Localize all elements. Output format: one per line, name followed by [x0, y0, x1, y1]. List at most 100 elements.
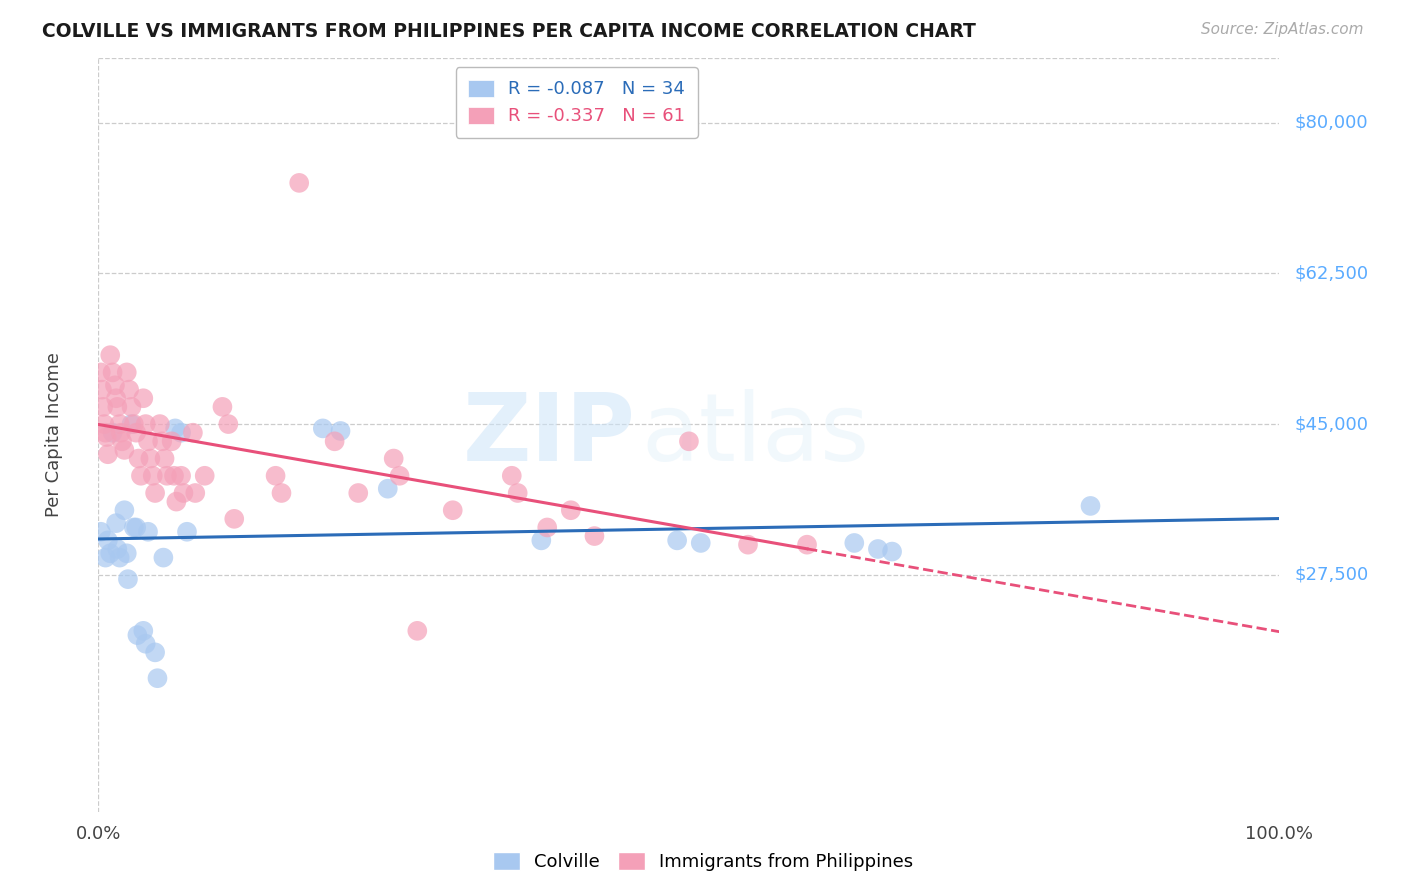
- Text: $80,000: $80,000: [1295, 113, 1368, 132]
- Point: [122, 417, 145, 431]
- Point: [163, 468, 186, 483]
- Point: [181, 425, 204, 440]
- Point: [441, 503, 464, 517]
- Point: [98, 546, 121, 560]
- Point: [104, 378, 127, 392]
- Point: [146, 671, 169, 685]
- Point: [121, 400, 143, 414]
- Text: atlas: atlas: [641, 389, 870, 481]
- Point: [93, 417, 115, 431]
- Point: [91, 400, 114, 414]
- Point: [224, 512, 246, 526]
- Text: ZIP: ZIP: [463, 389, 636, 481]
- Point: [184, 486, 207, 500]
- Point: [583, 529, 606, 543]
- Legend: R = -0.087   N = 34, R = -0.337   N = 61: R = -0.087 N = 34, R = -0.337 N = 61: [456, 67, 697, 138]
- Point: [143, 645, 166, 659]
- Point: [160, 434, 183, 449]
- Point: [111, 434, 134, 449]
- Point: [560, 503, 582, 517]
- Point: [172, 486, 194, 500]
- Point: [142, 468, 165, 483]
- Point: [264, 468, 287, 483]
- Point: [125, 425, 148, 440]
- Point: [97, 533, 120, 548]
- Point: [170, 425, 193, 440]
- Point: [112, 503, 135, 517]
- Point: [105, 541, 128, 556]
- Point: [270, 486, 292, 500]
- Point: [165, 421, 187, 435]
- Point: [150, 434, 173, 449]
- Point: [194, 468, 217, 483]
- Point: [329, 424, 352, 438]
- Point: [122, 520, 145, 534]
- Point: [176, 524, 198, 539]
- Text: COLVILLE VS IMMIGRANTS FROM PHILIPPINES PER CAPITA INCOME CORRELATION CHART: COLVILLE VS IMMIGRANTS FROM PHILIPPINES …: [42, 22, 976, 41]
- Point: [149, 417, 172, 431]
- Point: [136, 524, 159, 539]
- Point: [388, 468, 411, 483]
- Point: [666, 533, 689, 548]
- Point: [501, 468, 523, 483]
- Point: [165, 494, 187, 508]
- Point: [288, 176, 311, 190]
- Point: [866, 541, 889, 556]
- Point: [101, 425, 124, 440]
- Point: [211, 400, 233, 414]
- Text: $27,500: $27,500: [1295, 566, 1369, 584]
- Point: [127, 628, 149, 642]
- Point: [506, 486, 529, 500]
- Point: [530, 533, 553, 548]
- Point: [217, 417, 239, 431]
- Point: [101, 365, 124, 379]
- Point: [153, 451, 176, 466]
- Point: [105, 391, 128, 405]
- Text: $62,500: $62,500: [1295, 264, 1369, 283]
- Point: [406, 624, 429, 638]
- Point: [90, 524, 112, 539]
- Point: [115, 546, 138, 560]
- Point: [347, 486, 370, 500]
- Point: [1080, 499, 1102, 513]
- Point: [115, 365, 138, 379]
- Point: [689, 536, 711, 550]
- Point: [678, 434, 700, 449]
- Point: [796, 538, 818, 552]
- Point: [377, 482, 399, 496]
- Point: [112, 442, 135, 457]
- Point: [132, 624, 155, 638]
- Point: [129, 468, 152, 483]
- Point: [880, 544, 903, 558]
- Point: [94, 550, 117, 565]
- Point: [108, 550, 131, 565]
- Point: [152, 550, 174, 565]
- Point: [132, 391, 155, 405]
- Point: [156, 468, 179, 483]
- Point: [97, 447, 120, 461]
- Point: [121, 417, 143, 431]
- Point: [125, 520, 148, 534]
- Point: [139, 451, 162, 466]
- Point: [117, 572, 139, 586]
- Point: [170, 468, 193, 483]
- Point: [105, 400, 128, 414]
- Point: [105, 516, 128, 530]
- Point: [110, 425, 132, 440]
- Point: [94, 425, 117, 440]
- Point: [136, 434, 159, 449]
- Point: [135, 417, 157, 431]
- Point: [382, 451, 405, 466]
- Point: [312, 421, 335, 435]
- Legend: Colville, Immigrants from Philippines: Colville, Immigrants from Philippines: [485, 846, 921, 879]
- Text: Source: ZipAtlas.com: Source: ZipAtlas.com: [1201, 22, 1364, 37]
- Point: [91, 383, 114, 397]
- Text: $45,000: $45,000: [1295, 415, 1369, 434]
- Point: [98, 348, 121, 362]
- Point: [737, 538, 759, 552]
- Point: [323, 434, 346, 449]
- Point: [90, 365, 112, 379]
- Point: [844, 536, 866, 550]
- Point: [135, 637, 157, 651]
- Point: [536, 520, 558, 534]
